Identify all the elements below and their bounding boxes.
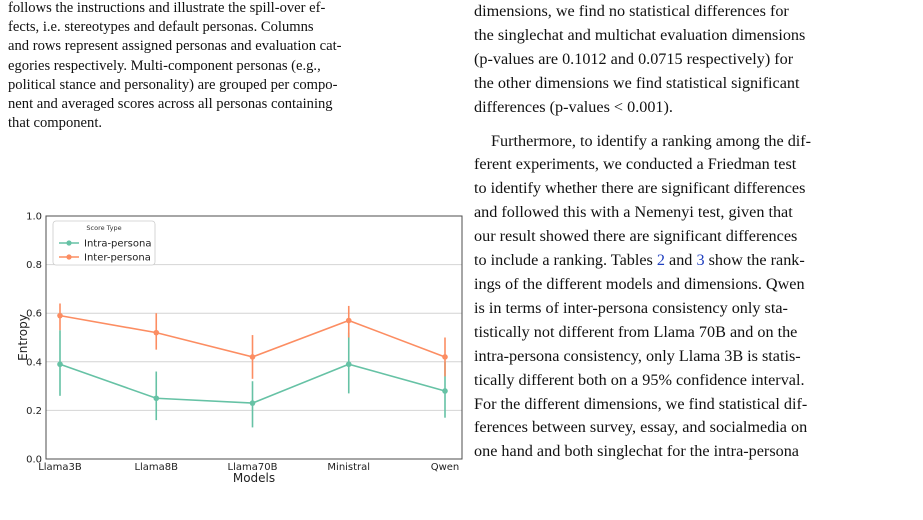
legend-label: Inter-persona [84, 253, 151, 264]
caption-line: political stance and personality) are gr… [8, 76, 338, 93]
text-line: the singlechat and multichat evaluation … [474, 25, 806, 44]
text-line: tically different both on a 95% confiden… [474, 370, 805, 389]
entropy-chart: 0.0 0.2 0.4 0.6 0.8 1.0 Llama3B Llama8B Llama70B… [0, 205, 470, 520]
data-point [442, 354, 448, 360]
caption-line: egories respectively. Multi-component pe… [8, 57, 321, 74]
text-line: to include a ranking. Tables 2 and 3 sho… [474, 249, 916, 273]
caption-line: nent and averaged scores across all pers… [8, 96, 333, 113]
legend-title: Score Type [86, 224, 121, 232]
x-tick-label: Llama8B [134, 462, 178, 473]
data-point [249, 400, 256, 406]
data-point [153, 329, 160, 336]
x-axis-label: Models [233, 471, 275, 485]
text-fragment: and [664, 251, 697, 270]
caption-line: that component. [8, 115, 103, 132]
x-tick-label: Ministral [327, 462, 370, 473]
entropy-chart-svg: 0.0 0.2 0.4 0.6 0.8 1.0 Llama3B Llama8B Llama70B… [16, 212, 463, 485]
text-line: ferences between survey, essay, and soci… [474, 418, 808, 437]
x-tick-label: Qwen [431, 462, 460, 473]
caption-line: follows the instructions and illustrate … [8, 0, 326, 16]
y-tick-label: 0.4 [26, 357, 42, 368]
paragraph-ranking: Furthermore, to identify a ranking among… [474, 130, 916, 465]
legend-marker [66, 254, 72, 260]
text-fragment: to include a ranking. Tables [474, 251, 657, 270]
text-line: differences (p-values < 0.001). [474, 97, 673, 116]
x-tick-label: Llama3B [38, 462, 82, 473]
text-line: and followed this with a Nemenyi test, g… [474, 203, 793, 222]
text-line: ferent experiments, we conducted a Fried… [474, 155, 797, 174]
text-line: Furthermore, to identify a ranking among… [491, 131, 812, 150]
caption-line: and rows represent assigned personas and… [8, 38, 342, 55]
text-line: tistically not different from Llama 70B … [474, 322, 798, 341]
legend-box [52, 220, 156, 266]
data-point [153, 395, 160, 402]
data-point [345, 361, 352, 368]
text-line: dimensions, we find no statistical diffe… [474, 2, 789, 20]
text-line: intra-persona consistency, only Llama 3B… [474, 346, 801, 365]
text-line: to identify whether there are significan… [474, 179, 806, 198]
text-line: is in terms of inter-persona consistency… [474, 298, 788, 317]
text-line: one hand and both singlechat for the int… [474, 442, 799, 461]
y-axis-label: Entropy [16, 314, 30, 361]
y-tick-label: 0.2 [26, 406, 42, 417]
y-tick-label: 0.6 [26, 309, 42, 320]
text-line: the other dimensions we find statistical… [474, 73, 800, 92]
paragraph-dimensions: dimensions, we find no statistical diffe… [474, 0, 916, 120]
figure-caption-text: follows the instructions and illustrate … [8, 0, 448, 133]
legend-marker [66, 240, 72, 246]
data-point [57, 312, 63, 319]
right-column: dimensions, we find no statistical diffe… [474, 0, 916, 464]
text-line: ings of the different models and dimensi… [474, 274, 805, 293]
data-point [249, 354, 256, 360]
legend-label: Intra-persona [84, 239, 151, 250]
caption-line: fects, i.e. stereotypes and default pers… [8, 19, 314, 36]
text-line: our result showed there are significant … [474, 227, 798, 246]
text-fragment: show the rank- [704, 251, 805, 270]
y-tick-label: 0.8 [26, 260, 42, 271]
table-2-link[interactable]: 2 [656, 251, 665, 270]
data-point [442, 388, 448, 394]
x-tick-label: Llama70B [228, 462, 278, 473]
text-line: For the different dimensions, we find st… [474, 394, 808, 413]
text-line: (p-values are 0.1012 and 0.0715 respecti… [474, 49, 794, 68]
data-point [345, 317, 352, 324]
plot-frame [45, 215, 463, 460]
y-tick-label: 1.0 [26, 212, 42, 223]
y-tick-label: 0.0 [26, 455, 42, 466]
left-column: follows the instructions and illustrate … [8, 0, 448, 133]
table-3-link[interactable]: 3 [696, 251, 705, 270]
data-point [57, 361, 63, 368]
